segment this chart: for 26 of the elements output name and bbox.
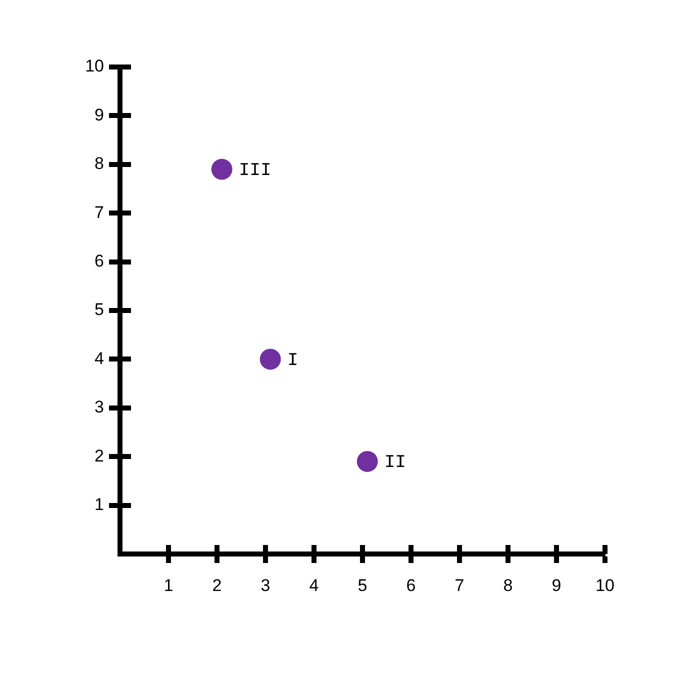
x-tick-label: 3 bbox=[260, 576, 270, 595]
y-tick-label: 4 bbox=[94, 348, 104, 368]
y-tick-label: 9 bbox=[94, 105, 104, 124]
x-tick-label: 2 bbox=[212, 576, 222, 595]
y-tick-label: 7 bbox=[94, 202, 104, 222]
y-tick-label: 5 bbox=[94, 300, 104, 320]
point bbox=[211, 158, 232, 180]
y-tick-label: 2 bbox=[94, 446, 104, 466]
y-tick-label: 8 bbox=[94, 154, 104, 174]
data-label: I bbox=[287, 350, 298, 371]
data-label: II bbox=[384, 453, 406, 474]
x-tick-label: 9 bbox=[552, 576, 562, 595]
x-tick-label: 4 bbox=[309, 576, 319, 595]
y-tick-label: 10 bbox=[85, 56, 104, 76]
y-tick-label: 3 bbox=[94, 398, 104, 417]
x-tick-label: 5 bbox=[358, 576, 368, 595]
x-tick-label: 8 bbox=[503, 576, 513, 595]
point bbox=[356, 450, 378, 472]
y-tick-label: 1 bbox=[94, 494, 104, 514]
y-tick-label: 6 bbox=[94, 251, 104, 270]
x-tick-label: 10 bbox=[596, 576, 614, 595]
x-tick-label: 7 bbox=[454, 576, 464, 595]
x-tick-label: 1 bbox=[164, 576, 174, 595]
data-label: III bbox=[238, 161, 272, 182]
x-tick-label: 6 bbox=[406, 576, 416, 595]
point bbox=[260, 348, 281, 370]
